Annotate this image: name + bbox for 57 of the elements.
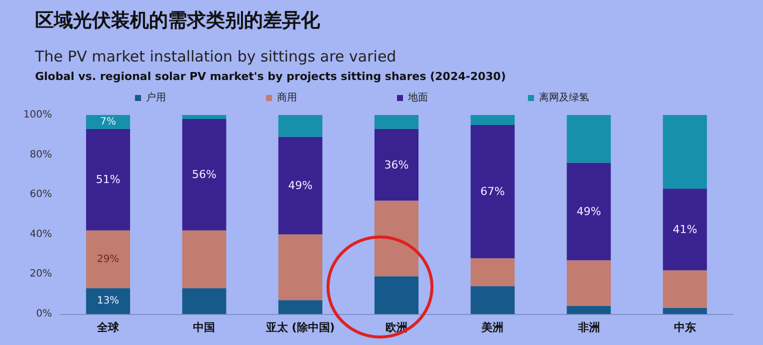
x-tick-label: 中东: [674, 321, 696, 334]
data-label: 36%: [384, 158, 409, 172]
bar: [662, 115, 707, 189]
legend-label: 户用: [146, 92, 166, 104]
bar: [86, 230, 130, 288]
y-tick-label: 60%: [30, 189, 52, 200]
data-label: 41%: [672, 222, 698, 236]
y-tick-label: 100%: [23, 110, 52, 120]
x-tick-label: 非洲: [576, 321, 600, 334]
data-label: 49%: [288, 179, 313, 192]
x-tick-label: 全球: [96, 321, 120, 334]
data-label: 67%: [480, 185, 505, 198]
data-label: 56%: [192, 168, 216, 182]
data-label: 49%: [576, 205, 602, 218]
bar: [182, 115, 226, 119]
bar: [374, 115, 418, 129]
bar: [662, 308, 707, 314]
data-label: 29%: [96, 254, 120, 265]
bar: [86, 128, 130, 230]
x-tick-label: 美洲: [480, 321, 504, 334]
text: Global vs. regional solar PV market's by projects sitting shares (2024-2030): [35, 70, 506, 83]
bar: [86, 288, 130, 314]
bar: [374, 128, 418, 201]
bar: [470, 115, 515, 125]
bar: [662, 270, 707, 308]
bar: [470, 286, 515, 314]
y-tick-label: 80%: [30, 149, 52, 160]
legend-label: 商用: [277, 92, 297, 104]
bar: [278, 300, 322, 314]
bar: [470, 124, 515, 258]
bar: [182, 230, 226, 288]
bar: [182, 118, 226, 230]
data-label: 7%: [100, 116, 116, 128]
y-tick-label: 20%: [30, 268, 52, 280]
legend-label: 地面: [407, 92, 428, 104]
bar: [278, 115, 322, 137]
data-label: 13%: [96, 296, 120, 307]
x-tick-label: 中国: [193, 321, 216, 334]
bar: [278, 234, 322, 300]
chart-title: 区域光伏装机的需求类别的差异化: [35, 10, 321, 32]
bar: [374, 200, 418, 276]
bar: [566, 162, 611, 260]
legend-label: 离网及绿氢: [539, 92, 589, 104]
bar: [374, 276, 418, 314]
bar: [182, 288, 226, 314]
bar: [278, 136, 322, 234]
y-tick-label: 40%: [30, 228, 52, 240]
bar: [662, 188, 707, 270]
x-tick-label: 亚太 (除中国): [264, 321, 335, 334]
bar: [86, 115, 130, 129]
bar: [566, 115, 611, 163]
bar: [470, 258, 515, 286]
bar: [566, 260, 611, 306]
bar: [566, 306, 611, 314]
chart-subtitle: The PV market installation by sittings are varied: [34, 48, 396, 66]
data-label: 51%: [96, 173, 120, 186]
y-tick-label: 0%: [36, 308, 52, 320]
